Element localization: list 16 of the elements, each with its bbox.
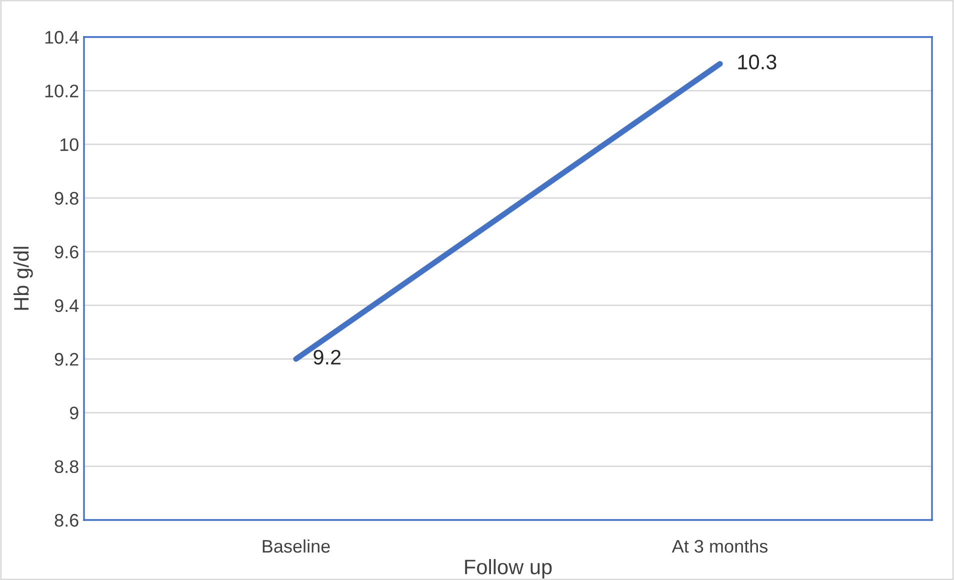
y-tick-label: 9.8	[54, 192, 78, 205]
y-tick-label: 8.8	[54, 460, 78, 474]
data-label: 10.3	[738, 54, 776, 70]
x-tick-label: Baseline	[262, 539, 330, 553]
y-tick-label: 10.2	[45, 84, 78, 98]
y-tick-label: 9	[70, 406, 78, 420]
y-tick-label: 10	[60, 138, 78, 152]
y-tick-label: 9.2	[54, 352, 78, 366]
data-label: 9.2	[314, 350, 341, 365]
y-tick-label: 8.6	[54, 514, 78, 527]
y-tick-label: 9.4	[54, 299, 79, 312]
x-tick-label: At 3 months	[672, 539, 768, 553]
y-tick-label: 9.6	[54, 246, 78, 258]
y-tick-label: 10.4	[45, 30, 79, 44]
x-axis-title: Follow up	[465, 559, 552, 578]
y-axis-title: Hb g/dl	[13, 246, 33, 310]
